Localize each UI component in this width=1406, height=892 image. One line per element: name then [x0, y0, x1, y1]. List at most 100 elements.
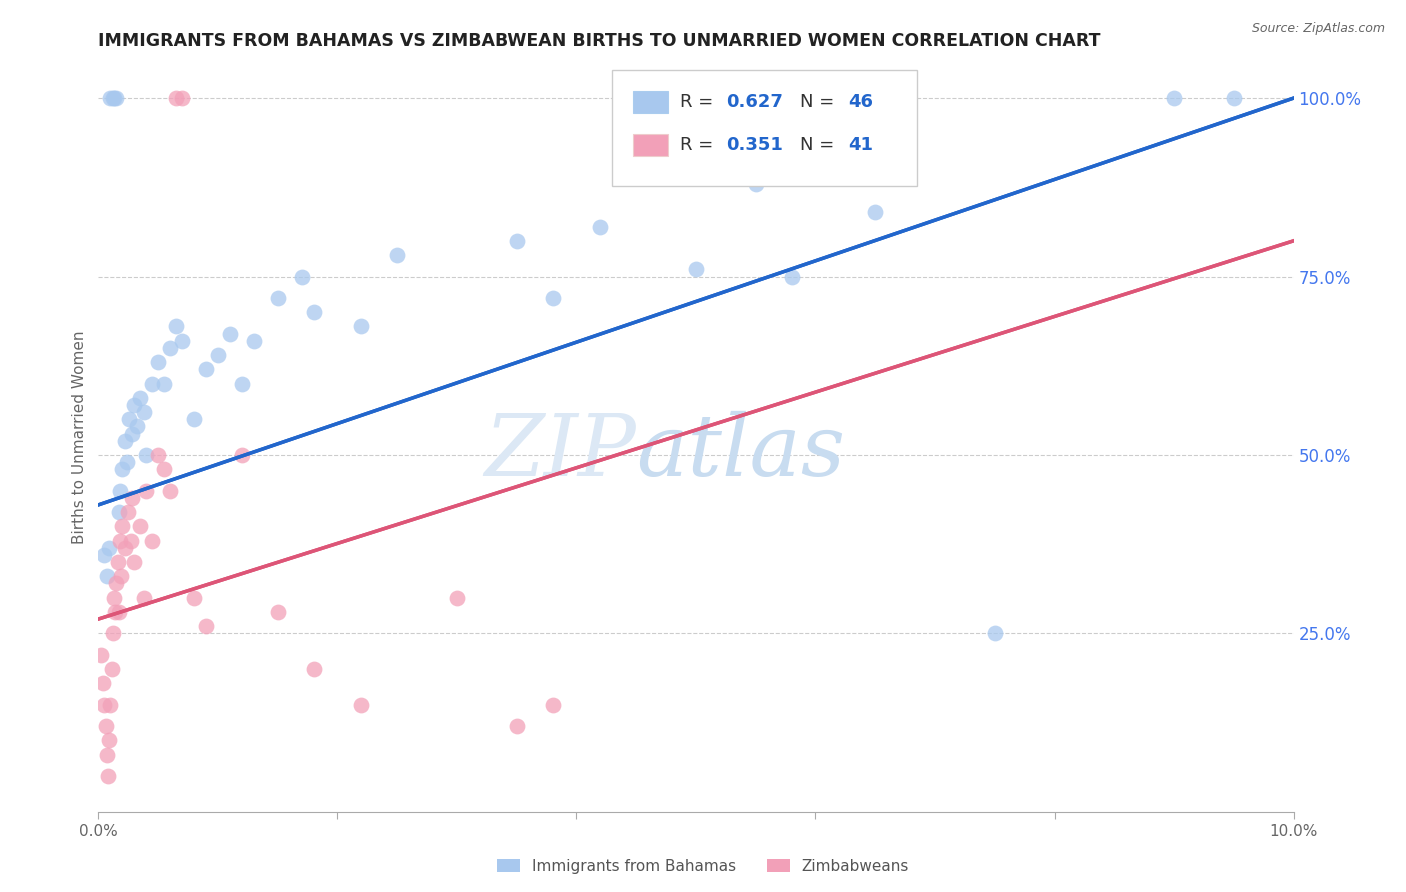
- Point: [141, 533, 163, 548]
- FancyBboxPatch shape: [633, 91, 668, 113]
- Text: IMMIGRANTS FROM BAHAMAS VS ZIMBABWEAN BIRTHS TO UNMARRIED WOMEN CORRELATION CHAR: IMMIGRANTS FROM BAHAMAS VS ZIMBABWEAN BI…: [98, 32, 1101, 50]
- Point: [107, 605, 129, 619]
- Point: [350, 319, 373, 334]
- Point: [195, 619, 218, 633]
- Point: [105, 576, 128, 591]
- Point: [148, 448, 170, 462]
- Point: [165, 319, 187, 334]
- Point: [780, 269, 803, 284]
- Point: [91, 676, 114, 690]
- Text: 41: 41: [848, 136, 873, 153]
- Point: [865, 205, 887, 219]
- Point: [219, 326, 242, 341]
- Point: [685, 262, 707, 277]
- Point: [350, 698, 373, 712]
- Point: [100, 662, 122, 676]
- Point: [108, 533, 131, 548]
- Point: [302, 662, 325, 676]
- Point: [98, 91, 122, 105]
- Point: [111, 462, 134, 476]
- Point: [111, 519, 134, 533]
- Text: N =: N =: [800, 136, 839, 153]
- Point: [231, 448, 253, 462]
- Point: [172, 334, 194, 348]
- Point: [195, 362, 218, 376]
- Point: [135, 448, 157, 462]
- FancyBboxPatch shape: [613, 70, 917, 186]
- Point: [172, 91, 194, 105]
- Point: [541, 291, 564, 305]
- Point: [107, 555, 129, 569]
- Text: atlas: atlas: [637, 410, 845, 493]
- Point: [121, 491, 143, 505]
- Point: [135, 483, 157, 498]
- Point: [291, 269, 314, 284]
- Point: [159, 483, 181, 498]
- Point: [243, 334, 266, 348]
- Point: [506, 234, 529, 248]
- Point: [93, 698, 115, 712]
- Point: [120, 533, 142, 548]
- Point: [101, 91, 124, 105]
- Point: [114, 434, 136, 448]
- Point: [98, 698, 122, 712]
- Point: [103, 591, 125, 605]
- Point: [153, 376, 176, 391]
- Point: [124, 398, 146, 412]
- Point: [98, 541, 121, 555]
- Point: [984, 626, 1007, 640]
- Point: [153, 462, 176, 476]
- Point: [446, 591, 468, 605]
- Point: [129, 391, 152, 405]
- Text: R =: R =: [681, 136, 720, 153]
- Point: [132, 405, 155, 419]
- Point: [114, 541, 136, 555]
- Point: [129, 519, 152, 533]
- Legend: Immigrants from Bahamas, Zimbabweans: Immigrants from Bahamas, Zimbabweans: [491, 853, 915, 880]
- Point: [541, 698, 564, 712]
- Point: [302, 305, 325, 319]
- FancyBboxPatch shape: [633, 134, 668, 156]
- Point: [267, 291, 290, 305]
- Point: [103, 91, 125, 105]
- Point: [107, 505, 129, 519]
- Text: 46: 46: [848, 93, 873, 112]
- Point: [117, 505, 139, 519]
- Point: [96, 747, 118, 762]
- Point: [231, 376, 253, 391]
- Y-axis label: Births to Unmarried Women: Births to Unmarried Women: [72, 330, 87, 544]
- Point: [108, 483, 131, 498]
- Text: Source: ZipAtlas.com: Source: ZipAtlas.com: [1251, 22, 1385, 36]
- Point: [93, 548, 115, 562]
- Text: 0.627: 0.627: [725, 93, 783, 112]
- Point: [385, 248, 409, 262]
- Point: [96, 569, 118, 583]
- Text: ZIP: ZIP: [484, 410, 637, 493]
- Point: [745, 177, 768, 191]
- Point: [1223, 91, 1246, 105]
- Point: [110, 569, 132, 583]
- Point: [90, 648, 112, 662]
- Point: [267, 605, 290, 619]
- Point: [97, 769, 120, 783]
- Point: [148, 355, 170, 369]
- Text: 0.351: 0.351: [725, 136, 783, 153]
- Point: [183, 412, 205, 426]
- Point: [1163, 91, 1185, 105]
- Point: [125, 419, 148, 434]
- Point: [132, 591, 155, 605]
- Point: [104, 605, 127, 619]
- Text: N =: N =: [800, 93, 839, 112]
- Point: [118, 412, 141, 426]
- Point: [124, 555, 146, 569]
- Point: [105, 91, 128, 105]
- Text: R =: R =: [681, 93, 720, 112]
- Point: [101, 626, 124, 640]
- Point: [141, 376, 163, 391]
- Point: [121, 426, 143, 441]
- Point: [159, 341, 181, 355]
- Point: [98, 733, 121, 747]
- Point: [589, 219, 612, 234]
- Point: [207, 348, 229, 362]
- Point: [183, 591, 205, 605]
